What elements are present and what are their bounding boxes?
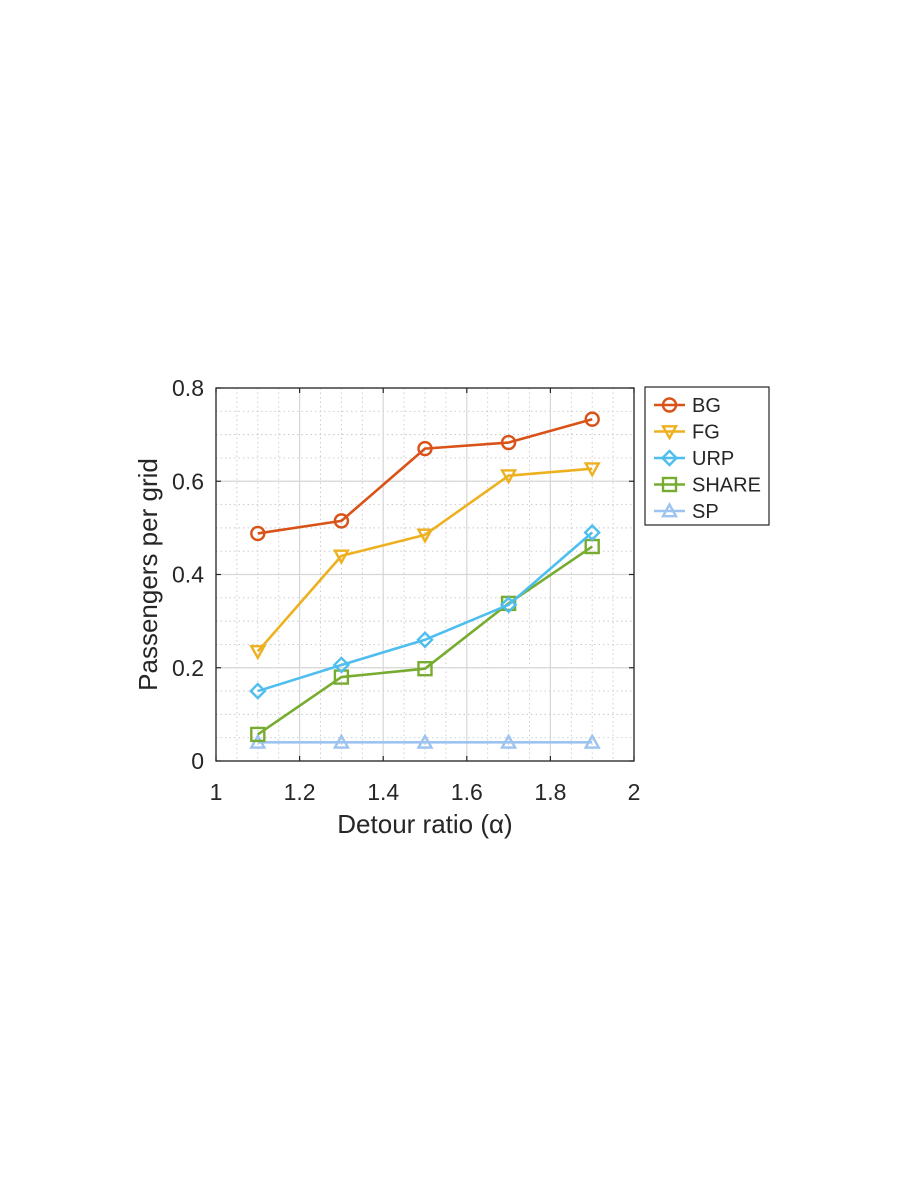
data-point-fg [332,549,350,565]
x-axis-label: Detour ratio (α) [337,809,512,839]
data-point-bg [333,513,350,529]
data-point-bg [584,411,600,427]
data-point-sp [416,733,434,749]
legend-label-urp: URP [692,448,734,470]
legend-marker-sp [660,502,679,518]
series-line-share [257,545,593,736]
legend-label-share: SHARE [692,475,761,497]
x-tick-label: 1.8 [534,779,566,805]
series-line-fg [256,467,593,653]
series-urp [249,523,601,700]
y-axis-ticks: 0 0.2 0.4 0.6 0.8 [172,375,634,774]
legend-marker-urp [660,449,679,467]
y-axis-label: Passengers per grid [133,458,163,691]
legend-label-bg: BG [692,395,721,417]
y-tick-label: 0.6 [172,468,204,494]
y-tick-label: 0.8 [172,375,204,401]
data-point-bg [250,525,266,542]
data-point-urp [416,631,434,649]
legend-marker-share [661,476,678,493]
data-point-sp [500,733,518,749]
data-point-fg [416,528,434,544]
x-axis-ticks: 1 1.2 1.4 1.6 1.8 2 [210,388,641,805]
x-tick-label: 1 [210,779,223,805]
y-tick-label: 0.2 [172,655,204,681]
major-grid [215,387,635,762]
data-point-fg [583,462,601,478]
data-point-share [250,726,266,743]
series-fg [249,462,601,661]
data-point-urp [499,596,518,614]
data-point-sp [583,733,601,749]
x-tick-label: 1.2 [284,779,316,805]
legend-label-fg: FG [692,422,720,444]
data-point-bg [500,434,517,451]
series-layer [249,411,601,749]
data-point-fg [500,469,518,485]
legend-marker-fg [660,425,679,441]
data-point-fg [249,645,267,661]
series-line-urp [257,531,594,693]
legend: BG FG URP SHARE SP [644,386,770,526]
legend-item-fg: FG [654,422,720,444]
data-point-urp [332,656,351,674]
data-point-sp [332,733,350,749]
series-line-bg [257,417,593,535]
legend-item-urp: URP [654,448,734,470]
data-point-urp [249,682,267,700]
series-sp [249,733,601,749]
series-bg [250,411,600,542]
y-tick-label: 0 [191,748,204,774]
data-point-bg [417,440,433,457]
data-point-urp [583,523,601,542]
legend-item-share: SHARE [654,475,761,497]
x-tick-label: 2 [628,779,641,805]
legend-item-bg: BG [654,395,721,417]
x-tick-label: 1.6 [451,779,483,805]
data-point-share [417,660,433,677]
x-tick-label: 1.4 [367,779,399,805]
legend-marker-bg [661,397,678,413]
legend-item-sp: SP [654,501,719,523]
legend-label-sp: SP [692,501,719,523]
y-tick-label: 0.4 [172,562,204,588]
